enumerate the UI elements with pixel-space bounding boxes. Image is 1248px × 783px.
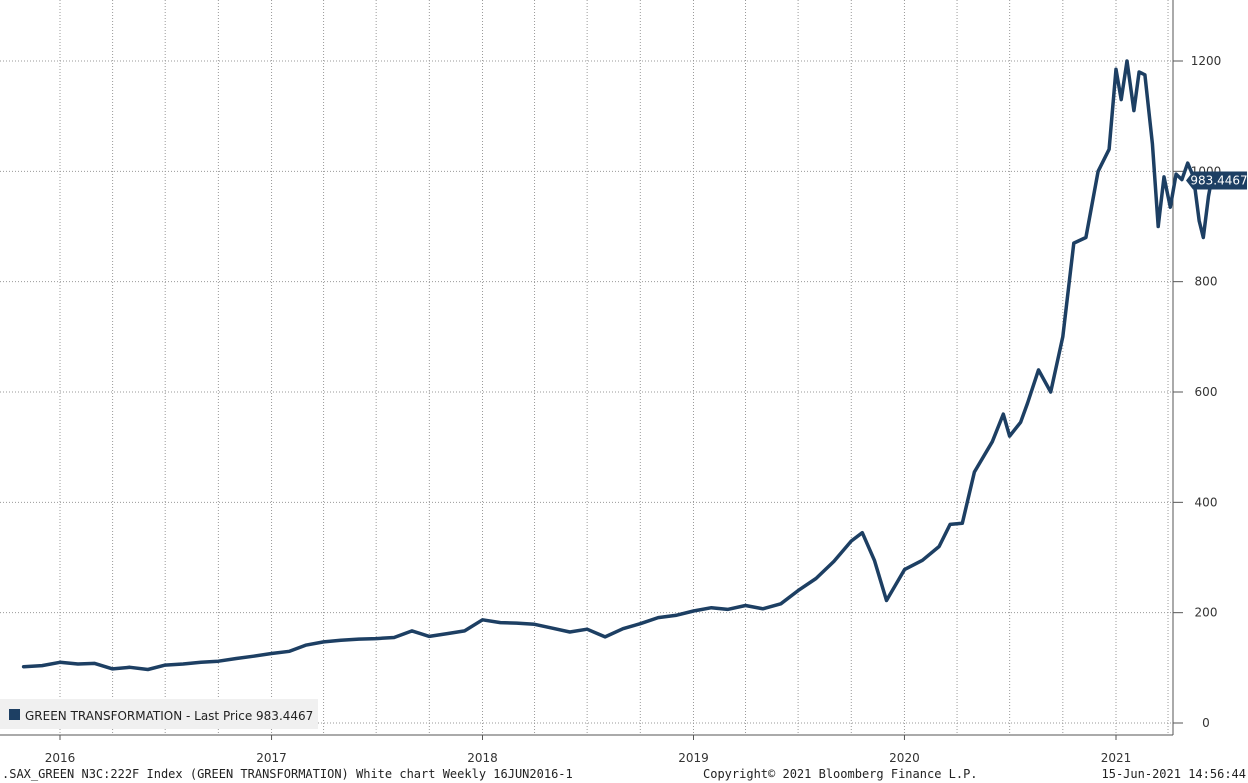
legend: GREEN TRANSFORMATION - Last Price 983.44… (0, 699, 318, 729)
legend-text: GREEN TRANSFORMATION - Last Price 983.44… (25, 709, 313, 723)
x-tick-label: 2021 (1101, 751, 1132, 765)
x-tick-label: 2020 (889, 751, 920, 765)
last-price-tag: 983.4467 (1186, 171, 1248, 190)
footer-copyright-text: Copyright© 2021 Bloomberg Finance L.P. (703, 767, 978, 781)
footer: .SAX_GREEN N3C:222F Index (GREEN TRANSFO… (2, 767, 1246, 781)
legend-background (0, 699, 318, 729)
y-tick-label: 800 (1195, 275, 1218, 289)
x-tick-label: 2018 (467, 751, 498, 765)
footer-timestamp-text: 15-Jun-2021 14:56:44 (1102, 767, 1247, 781)
y-tick-label: 1200 (1191, 54, 1222, 68)
x-tick-label: 2019 (678, 751, 709, 765)
last-price-tag-shape (1186, 171, 1247, 190)
y-tick-label: 200 (1195, 606, 1218, 620)
series-line (21, 59, 1214, 672)
series-layer (21, 59, 1214, 672)
x-tick-label: 2016 (45, 751, 76, 765)
footer-source-text: .SAX_GREEN N3C:222F Index (GREEN TRANSFO… (2, 767, 573, 781)
x-tick-label: 2017 (256, 751, 287, 765)
y-tick-label: 0 (1202, 716, 1210, 730)
y-tick-label: 600 (1195, 385, 1218, 399)
y-tick-label: 400 (1195, 495, 1218, 509)
last-price-tag-text: 983.4467 (1190, 173, 1247, 187)
legend-swatch (9, 709, 20, 720)
